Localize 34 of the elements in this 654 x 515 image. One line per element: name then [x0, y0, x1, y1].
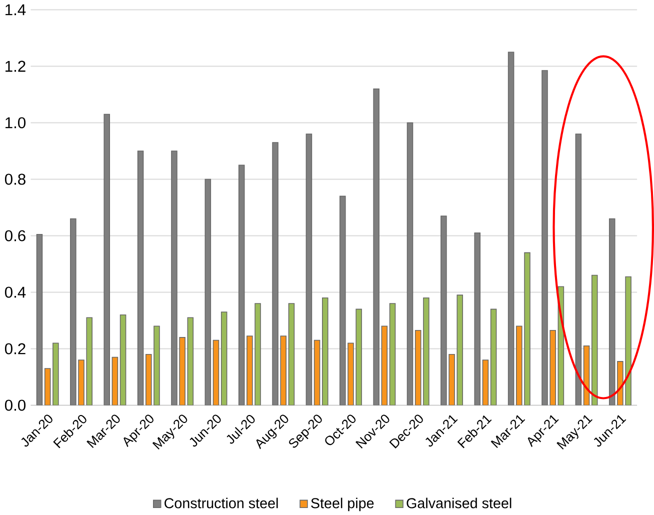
bar	[423, 297, 430, 406]
y-tick-label: 0.0	[4, 400, 26, 411]
y-tick-label: 1.4	[6, 4, 26, 15]
legend-label: Construction steel	[164, 498, 278, 508]
bar	[389, 302, 396, 406]
bar	[120, 314, 126, 406]
bar	[591, 274, 598, 406]
bar	[36, 234, 43, 406]
bar	[306, 133, 312, 406]
bar	[112, 356, 118, 406]
y-tick-label: 0.6	[4, 230, 26, 242]
bar	[508, 52, 514, 406]
bar	[414, 330, 422, 406]
bar	[137, 150, 144, 406]
bar	[406, 122, 414, 406]
y-tick-label: 0.8	[4, 174, 26, 185]
bar	[490, 308, 497, 406]
bar	[238, 164, 245, 406]
bar	[204, 178, 212, 406]
bar	[482, 359, 489, 406]
y-tick-label: 0.4	[4, 286, 26, 298]
bar	[322, 297, 328, 406]
y-tick-label: 0.2	[4, 343, 26, 354]
bar	[212, 340, 220, 406]
y-tick-label: 1.2	[6, 60, 26, 72]
bar	[220, 311, 228, 406]
y-tick-label: 1.0	[6, 117, 26, 128]
bar	[381, 326, 388, 406]
bar	[52, 342, 59, 406]
bar	[314, 340, 320, 406]
legend-label: Steel pipe	[311, 498, 374, 511]
legend-label: Galvanised steel	[406, 498, 512, 508]
bar	[187, 317, 194, 406]
bar	[288, 302, 295, 406]
